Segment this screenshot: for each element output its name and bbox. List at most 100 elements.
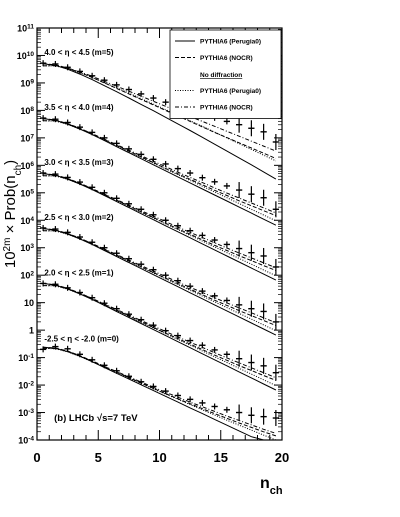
data-point bbox=[162, 217, 169, 224]
y-tick-label: 10-1 bbox=[18, 353, 34, 364]
data-point bbox=[64, 345, 71, 352]
y-tick-label: 1010 bbox=[17, 50, 35, 61]
data-point bbox=[76, 68, 83, 75]
data-point bbox=[211, 178, 218, 185]
data-point bbox=[125, 200, 132, 207]
data-point bbox=[113, 250, 120, 257]
data-point bbox=[223, 118, 230, 125]
legend: PYTHIA6 (Perugia0) PYTHIA6 (NOCR) No diffr… bbox=[169, 29, 282, 119]
eta-bin-labels: -2.5 < η < -2.0 (m=0) 2.0 < η < 2.5 (m=1)… bbox=[44, 48, 119, 343]
data-point bbox=[150, 322, 157, 329]
y-tick-label: 10-2 bbox=[18, 380, 34, 391]
data-point bbox=[113, 305, 120, 312]
data-point bbox=[40, 60, 47, 67]
data-point bbox=[138, 151, 145, 158]
data-point bbox=[89, 239, 96, 246]
eta-bin-label: -2.5 < η < -2.0 (m=0) bbox=[44, 334, 119, 343]
data-point bbox=[138, 206, 145, 213]
curve-nodiff-nocr bbox=[43, 347, 277, 434]
data-point bbox=[248, 407, 255, 424]
data-point bbox=[138, 378, 145, 385]
data-point bbox=[52, 281, 59, 288]
curve-perugia0 bbox=[43, 63, 277, 180]
data-point bbox=[260, 123, 267, 140]
eta-bin-label: 3.5 < η < 4.0 (m=4) bbox=[44, 103, 113, 112]
curve-nodiff-nocr bbox=[43, 175, 277, 269]
data-point bbox=[52, 60, 59, 67]
data-point bbox=[211, 237, 218, 244]
curve-nocr bbox=[43, 118, 277, 217]
data-point bbox=[150, 95, 157, 102]
data-point bbox=[162, 272, 169, 279]
y-tick-label: 1011 bbox=[17, 23, 34, 34]
curve-perugia0 bbox=[43, 228, 277, 336]
data-point bbox=[52, 171, 59, 178]
data-point bbox=[101, 362, 108, 369]
data-point bbox=[187, 396, 194, 403]
data-point bbox=[76, 179, 83, 186]
legend-box bbox=[169, 29, 282, 119]
curve-nodiff-perugia0 bbox=[43, 347, 277, 441]
data-point bbox=[272, 364, 279, 381]
curve-nodiff-perugia0 bbox=[43, 120, 277, 222]
data-point bbox=[162, 327, 169, 334]
data-point bbox=[211, 292, 218, 299]
y-tick-label: 109 bbox=[20, 78, 34, 89]
data-point bbox=[260, 303, 267, 320]
data-point bbox=[187, 170, 194, 177]
x-tick-label: 20 bbox=[275, 450, 289, 465]
data-point bbox=[150, 383, 157, 390]
x-axis-title: nch bbox=[260, 475, 283, 497]
data-point bbox=[89, 184, 96, 191]
data-point bbox=[64, 284, 71, 291]
y-tick-label: 103 bbox=[20, 243, 34, 254]
data-point bbox=[150, 266, 157, 273]
data-point bbox=[260, 189, 267, 206]
curve-nodiff-nocr bbox=[43, 230, 277, 324]
data-point bbox=[223, 297, 230, 304]
data-point bbox=[125, 145, 132, 152]
eta-bin-label: 2.5 < η < 3.0 (m=2) bbox=[44, 213, 113, 222]
data-point bbox=[260, 247, 267, 264]
data-point bbox=[125, 373, 132, 380]
data-point bbox=[248, 300, 255, 317]
data-point bbox=[236, 296, 243, 313]
curve-nodiff-nocr bbox=[43, 285, 277, 379]
data-point bbox=[76, 234, 83, 241]
data-point bbox=[89, 356, 96, 363]
data-point bbox=[162, 388, 169, 395]
y-tick-label: 106 bbox=[20, 160, 34, 171]
data-point bbox=[40, 346, 47, 353]
y-tick-label: 1 bbox=[29, 326, 34, 336]
data-point bbox=[211, 403, 218, 410]
data-point bbox=[272, 133, 279, 150]
data-point bbox=[138, 261, 145, 268]
x-tick-label: 0 bbox=[33, 450, 40, 465]
legend-label: PYTHIA6 (Perugia0) bbox=[200, 88, 261, 95]
data-point bbox=[248, 244, 255, 261]
data-point bbox=[199, 174, 206, 181]
data-point bbox=[138, 316, 145, 323]
data-point bbox=[150, 156, 157, 163]
data-point bbox=[113, 81, 120, 88]
legend-label: PYTHIA6 (NOCR) bbox=[200, 55, 253, 62]
data-point bbox=[40, 224, 47, 231]
data-point bbox=[199, 232, 206, 239]
data-point bbox=[101, 244, 108, 251]
y-tick-label: 107 bbox=[20, 133, 34, 144]
data-point bbox=[150, 211, 157, 218]
experiment-annotation: (b) LHCb √s=7 TeV bbox=[54, 413, 138, 424]
y-tick-label: 10-4 bbox=[18, 435, 34, 446]
data-point bbox=[223, 241, 230, 248]
data-point bbox=[272, 410, 279, 427]
data-point bbox=[174, 332, 181, 339]
x-tick-labels: 0 5 10 15 20 bbox=[33, 450, 289, 465]
data-point bbox=[236, 116, 243, 133]
curve-nodiff-perugia0 bbox=[43, 175, 277, 277]
legend-header: No diffraction bbox=[200, 72, 242, 79]
data-point bbox=[248, 186, 255, 203]
data-point bbox=[89, 72, 96, 79]
y-tick-label: 10 bbox=[24, 298, 34, 308]
data-point bbox=[52, 343, 59, 350]
